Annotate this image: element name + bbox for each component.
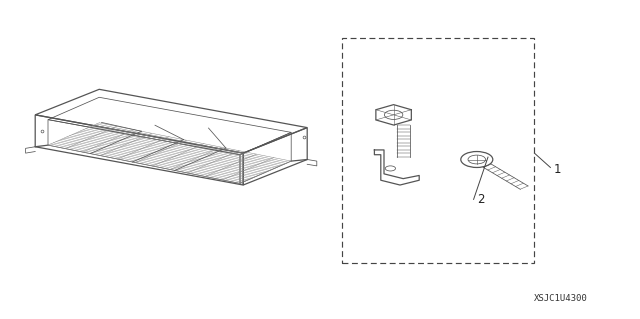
Text: 2: 2 bbox=[477, 193, 484, 206]
Bar bbox=[342, 38, 534, 263]
Text: 1: 1 bbox=[554, 163, 561, 175]
Text: XSJC1U4300: XSJC1U4300 bbox=[534, 294, 588, 303]
